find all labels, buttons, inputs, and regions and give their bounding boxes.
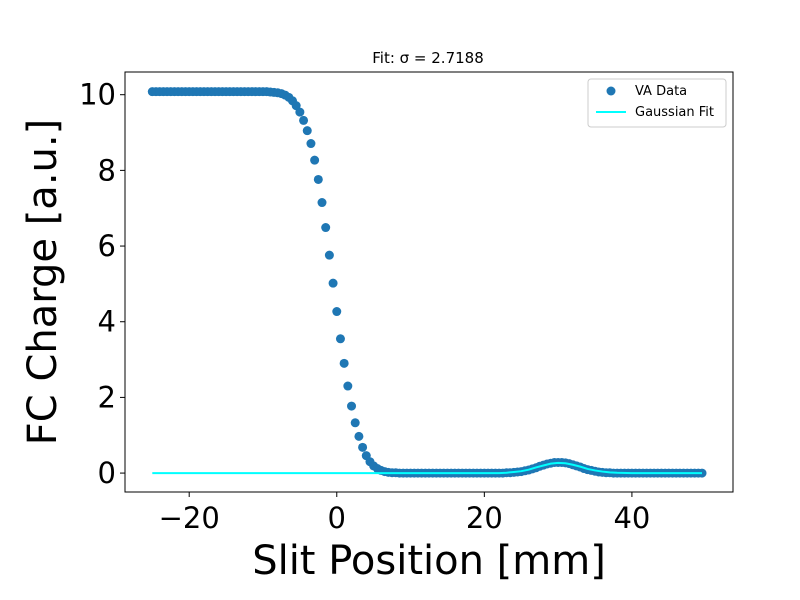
data-point: [335, 334, 345, 344]
x-tick-label: 0: [328, 501, 346, 535]
data-point: [324, 250, 334, 260]
data-point: [302, 126, 312, 136]
data-point: [343, 381, 353, 391]
legend-marker-va-data: [606, 86, 616, 96]
data-point: [313, 174, 323, 184]
data-point: [354, 431, 364, 441]
y-tick-label: 10: [79, 78, 116, 112]
data-point: [310, 155, 320, 165]
y-tick-label: 0: [98, 456, 116, 490]
data-point: [332, 307, 342, 317]
legend-box: [587, 78, 727, 128]
data-point: [358, 442, 368, 452]
x-axis-label: Slit Position [mm]: [252, 538, 606, 584]
y-tick-label: 8: [98, 153, 116, 187]
x-tick-label: −20: [159, 501, 220, 535]
data-point: [321, 223, 331, 233]
y-axis-label: FC Charge [a.u.]: [20, 119, 66, 445]
data-point: [299, 115, 309, 125]
y-tick-label: 4: [98, 305, 116, 339]
data-point: [306, 139, 316, 149]
data-point: [350, 418, 360, 428]
data-point: [339, 358, 349, 368]
data-point: [328, 278, 338, 288]
y-tick-label: 2: [98, 380, 116, 414]
plot-area: [124, 71, 734, 493]
legend-label-va-data: VA Data: [635, 84, 687, 99]
y-tick-label: 6: [98, 229, 116, 263]
gaussian-fit-line: [152, 461, 703, 475]
data-point: [317, 198, 327, 208]
legend-label-gaussian-fit: Gaussian Fit: [635, 105, 714, 120]
axes-frame: [124, 71, 734, 493]
x-axis: −20 0 20 40: [159, 492, 650, 535]
data-point: [347, 401, 357, 411]
chart-title: Fit: σ = 2.7188: [372, 49, 484, 67]
legend: VA Data Gaussian Fit: [587, 78, 727, 128]
x-tick-label: 20: [466, 501, 503, 535]
series-layer: [147, 87, 707, 478]
data-point: [295, 107, 305, 117]
x-tick-label: 40: [613, 501, 650, 535]
y-axis: 0 2 4 6 8 10: [79, 78, 125, 490]
